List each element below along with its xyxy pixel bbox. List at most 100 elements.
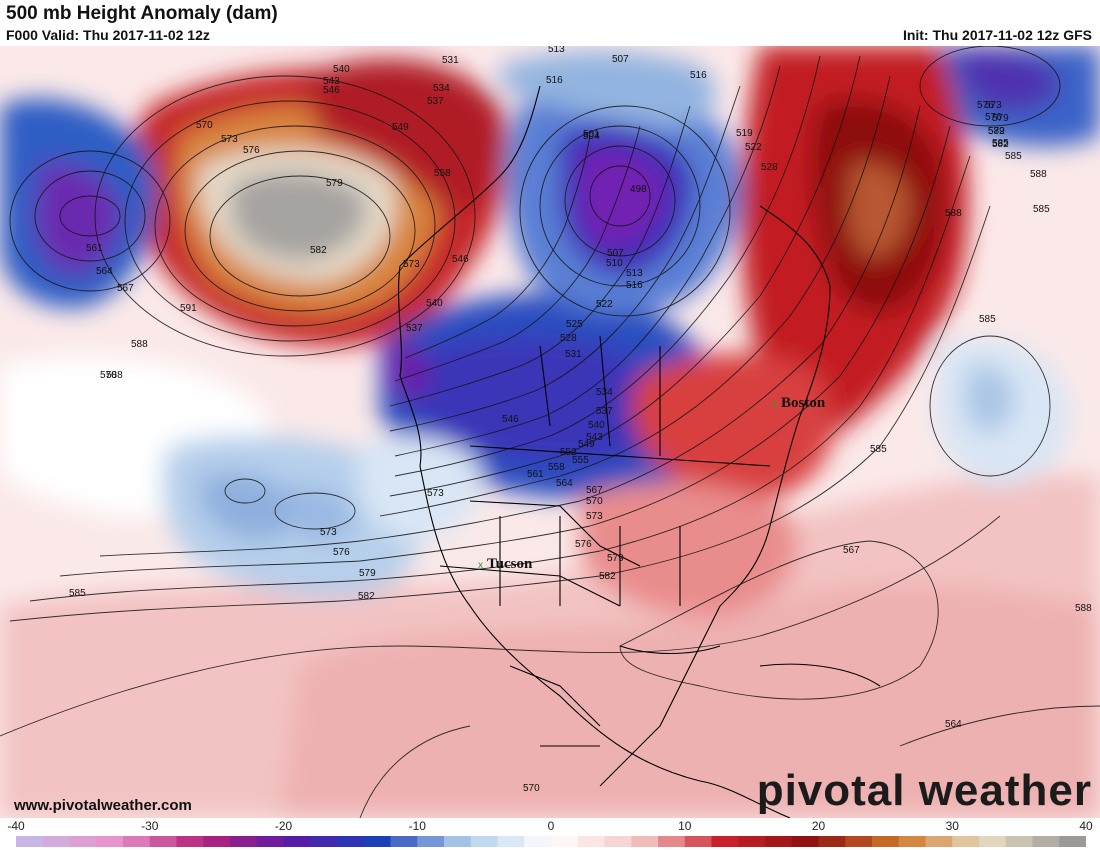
contour-label: 579 xyxy=(988,126,1005,137)
contour-label: 549 xyxy=(578,439,595,450)
contour-label: 585 xyxy=(1033,204,1050,215)
contour-label: 582 xyxy=(358,591,375,602)
colorbar-swatch xyxy=(390,836,418,847)
colorbar-swatch xyxy=(738,836,766,847)
colorbar-swatch xyxy=(497,836,525,847)
contour-label: 516 xyxy=(690,70,707,81)
colorbar-tick-label: 10 xyxy=(678,819,692,833)
contour-label: 570 xyxy=(100,370,117,381)
colorbar-swatch xyxy=(898,836,926,847)
colorbar xyxy=(16,836,1086,847)
contour-label: 546 xyxy=(452,254,469,265)
contour-label: 582 xyxy=(310,245,327,256)
colorbar-swatch xyxy=(256,836,284,847)
contour-label: 582 xyxy=(599,571,616,582)
colorbar-swatch xyxy=(604,836,632,847)
contour-label: 573 xyxy=(221,134,238,145)
contour-label: 510 xyxy=(606,258,623,269)
contour-label: 540 xyxy=(426,298,443,309)
colorbar-tick-label: -40 xyxy=(7,819,25,833)
contour-label: 576 xyxy=(243,145,260,156)
colorbar-swatch xyxy=(444,836,472,847)
tucson-label: Tucson xyxy=(487,556,533,572)
contour-label: 576 xyxy=(575,539,592,550)
colorbar-swatch xyxy=(1059,836,1086,847)
contour-label: 585 xyxy=(979,314,996,325)
contour-label: 573 xyxy=(427,488,444,499)
contour-label: 537 xyxy=(596,406,613,417)
contour-label: 588 xyxy=(1030,169,1047,180)
contour-label: 552 xyxy=(560,447,577,458)
contour-label: 570 xyxy=(523,783,540,794)
colorbar-swatch xyxy=(711,836,739,847)
anomaly-map[interactable]: 513 531 516 507 516 519 522 528 540 543 546 534 537 5… xyxy=(0,46,1100,818)
city-tucson[interactable]: x Tucson xyxy=(478,556,533,572)
contour-label: 570 xyxy=(586,496,603,507)
contour-label: 579 xyxy=(607,553,624,564)
contour-label: 543 xyxy=(586,432,603,443)
colorbar-swatch xyxy=(925,836,953,847)
contour-label: 561 xyxy=(86,243,103,254)
contour-label: 546 xyxy=(502,414,519,425)
contour-label: 573 xyxy=(586,511,603,522)
colorbar-swatch xyxy=(791,836,819,847)
city-boston[interactable]: x Boston xyxy=(772,395,826,411)
contour-label: 525 xyxy=(566,319,583,330)
colorbar-tick-label: 40 xyxy=(1079,819,1093,833)
colorbar-swatch xyxy=(123,836,151,847)
colorbar-swatch xyxy=(230,836,258,847)
contour-label: 501 xyxy=(583,129,600,140)
colorbar-swatch xyxy=(310,836,338,847)
contour-label: 573 xyxy=(320,527,337,538)
contour-label: 567 xyxy=(117,283,134,294)
contour-label: 579 xyxy=(359,568,376,579)
contour-label: 549 xyxy=(392,122,409,133)
contour-label: 579 xyxy=(992,113,1009,124)
colorbar-swatch xyxy=(765,836,793,847)
colorbar-swatch xyxy=(684,836,712,847)
contour-label: 585 xyxy=(1005,151,1022,162)
contour-label: 588 xyxy=(945,208,962,219)
contour-label: 531 xyxy=(565,349,582,360)
contour-label: 513 xyxy=(548,46,565,55)
boston-marker: x xyxy=(772,399,777,410)
contour-label: 513 xyxy=(626,268,643,279)
colorbar-swatch xyxy=(283,836,311,847)
contour-label: 531 xyxy=(442,55,459,66)
colorbar-swatch xyxy=(203,836,231,847)
contour-label: 561 xyxy=(527,469,544,480)
contour-label: 522 xyxy=(745,142,762,153)
colorbar-swatch xyxy=(952,836,980,847)
contour-label: 564 xyxy=(945,719,962,730)
init-time: Init: Thu 2017-11-02 12z GFS xyxy=(902,27,1092,43)
map-title: 500 mb Height Anomaly (dam) xyxy=(6,3,278,24)
tucson-marker: x xyxy=(478,560,483,571)
contour-label: 582 xyxy=(992,139,1009,150)
colorbar-swatch xyxy=(149,836,177,847)
contour-label: 576 xyxy=(977,100,994,111)
colorbar-tick-label: 0 xyxy=(547,819,555,833)
contour-label: 540 xyxy=(588,420,605,431)
colorbar-swatch xyxy=(658,836,686,847)
contour-label: 537 xyxy=(406,323,423,334)
contour-label: 573 xyxy=(985,100,1002,111)
colorbar-swatch xyxy=(979,836,1007,847)
contour-label: 537 xyxy=(427,96,444,107)
anomaly-shading xyxy=(0,46,1100,818)
colorbar-tick-label: -20 xyxy=(274,819,293,833)
colorbar-swatch xyxy=(845,836,873,847)
header: 500 mb Height Anomaly (dam) F000 Valid: … xyxy=(0,0,1100,46)
colorbar-swatch xyxy=(1005,836,1033,847)
valid-time: F000 Valid: Thu 2017-11-02 12z xyxy=(6,27,210,43)
colorbar-swatch xyxy=(417,836,445,847)
contour-label: 528 xyxy=(560,333,577,344)
contour-label: 567 xyxy=(843,545,860,556)
colorbar-swatch xyxy=(470,836,498,847)
colorbar-swatches xyxy=(16,836,1086,847)
colorbar-swatch xyxy=(631,836,659,847)
contour-label: 582 xyxy=(988,126,1005,137)
contour-label: 588 xyxy=(106,370,123,381)
contour-label: 585 xyxy=(69,588,86,599)
